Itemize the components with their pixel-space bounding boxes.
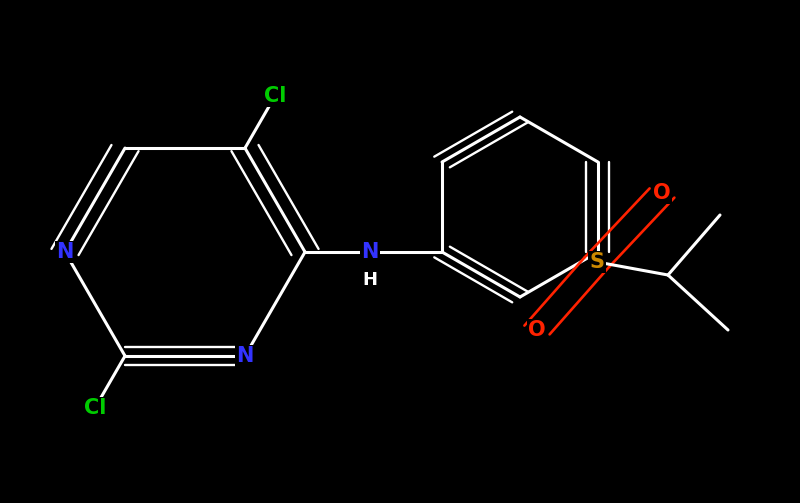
Text: Cl: Cl: [84, 398, 106, 418]
Text: O: O: [528, 320, 546, 340]
Text: S: S: [590, 252, 605, 272]
Text: N: N: [56, 242, 74, 262]
Text: N: N: [236, 346, 254, 366]
Text: O: O: [653, 183, 671, 203]
Text: Cl: Cl: [264, 86, 286, 106]
Text: N: N: [362, 242, 378, 262]
Text: H: H: [362, 271, 378, 289]
